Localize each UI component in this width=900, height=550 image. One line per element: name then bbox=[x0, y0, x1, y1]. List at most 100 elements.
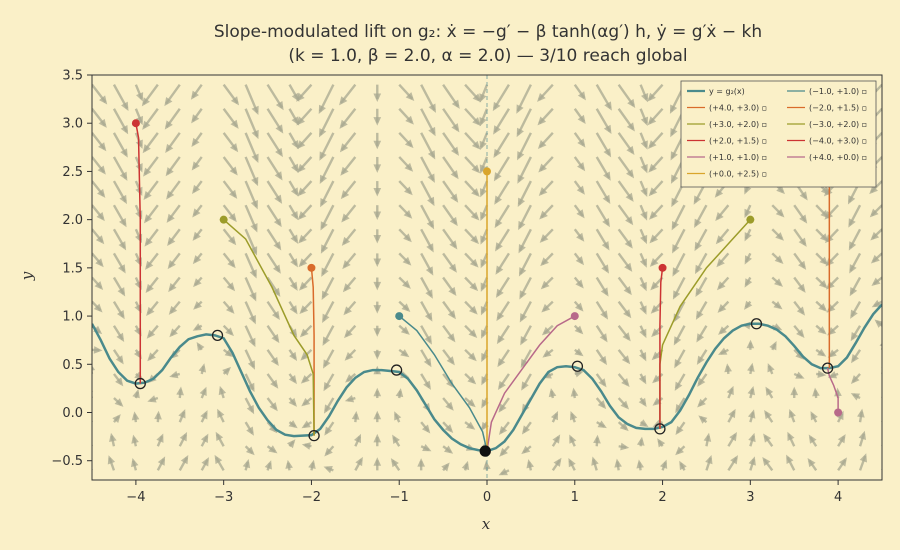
quiver-arrow-head bbox=[290, 210, 299, 221]
quiver-arrow-head bbox=[290, 187, 299, 197]
quiver-arrow-head bbox=[451, 146, 460, 156]
quiver-arrow-head bbox=[275, 100, 284, 111]
y-tick-label: −0.5 bbox=[51, 454, 83, 469]
quiver-arrow-head bbox=[344, 329, 353, 339]
quiver-arrow-head bbox=[575, 302, 584, 312]
quiver-arrow-head bbox=[157, 456, 166, 466]
global-minimum-marker bbox=[479, 445, 491, 457]
quiver-arrow-head bbox=[882, 386, 890, 395]
quiver-arrow-head bbox=[141, 97, 150, 107]
quiver-arrow-head bbox=[695, 287, 703, 298]
quiver-arrow-head bbox=[417, 458, 426, 467]
quiver-arrow-head bbox=[694, 218, 702, 228]
quiver-arrow-head bbox=[541, 303, 551, 313]
quiver-arrow-head bbox=[673, 336, 682, 346]
quiver-arrow-head bbox=[620, 442, 630, 451]
quiver-arrow-head bbox=[748, 432, 756, 443]
quiver-arrow-head bbox=[851, 354, 859, 364]
quiver-arrow-head bbox=[774, 278, 783, 287]
quiver-arrow-head bbox=[264, 460, 272, 470]
quiver-arrow-head bbox=[765, 386, 774, 396]
quiver-arrow-head bbox=[426, 220, 435, 230]
quiver-arrow-head bbox=[225, 327, 234, 337]
quiver-arrow-head bbox=[291, 139, 299, 150]
quiver-arrow-head bbox=[548, 388, 557, 398]
quiver-arrow-head bbox=[273, 241, 282, 251]
quiver-arrow-head bbox=[518, 220, 526, 231]
maximum-marker-3 bbox=[750, 318, 763, 330]
quiver-arrow-head bbox=[574, 348, 584, 357]
quiver-arrow-head bbox=[373, 164, 382, 173]
quiver-arrow-head bbox=[480, 305, 488, 316]
quiver-arrow-head bbox=[496, 334, 505, 345]
quiver-arrow-head bbox=[179, 432, 188, 442]
quiver-arrow-head bbox=[495, 288, 504, 298]
quiver-arrow-head bbox=[774, 255, 784, 264]
quiver-arrow-head bbox=[577, 162, 586, 172]
x-tick-label: 4 bbox=[834, 490, 842, 505]
quiver-arrow-head bbox=[672, 290, 681, 300]
quiver-arrow-head bbox=[227, 259, 236, 269]
quiver-arrow-head bbox=[450, 193, 459, 203]
quiver-arrow-head bbox=[537, 140, 547, 149]
quiver-arrow-head bbox=[191, 184, 201, 195]
quiver-arrow-head bbox=[395, 388, 404, 398]
quiver-arrow-head bbox=[271, 310, 280, 321]
quiver-arrow-head bbox=[176, 386, 184, 396]
y-tick-label: 0.0 bbox=[62, 406, 83, 421]
quiver-arrow-head bbox=[694, 241, 702, 252]
quiver-arrow-head bbox=[405, 115, 414, 125]
quiver-arrow-head bbox=[166, 190, 175, 200]
x-tick-label: −2 bbox=[302, 490, 321, 505]
quiver-arrow-head bbox=[818, 279, 828, 289]
quiver-arrow-head bbox=[115, 377, 124, 387]
quiver-arrow-head bbox=[516, 127, 524, 138]
quiver-arrow-head bbox=[168, 305, 178, 315]
quiver-arrow-head bbox=[117, 287, 126, 297]
quiver-arrow-shaft bbox=[881, 395, 882, 399]
quiver-arrow-head bbox=[776, 185, 785, 195]
quiver-arrow-head bbox=[604, 101, 612, 111]
y-tick-label: 1.0 bbox=[62, 310, 83, 325]
quiver-arrow-head bbox=[624, 262, 633, 272]
quiver-arrow-head bbox=[300, 351, 310, 361]
quiver-arrow-head bbox=[119, 171, 128, 181]
trajectory-start-7 bbox=[219, 215, 228, 224]
quiver-arrow-head bbox=[625, 192, 634, 202]
trajectory-5 bbox=[398, 315, 488, 452]
quiver-arrow-head bbox=[602, 217, 610, 228]
quiver-arrow-head bbox=[638, 397, 647, 408]
quiver-arrow-head bbox=[600, 310, 609, 320]
quiver-arrow-head bbox=[217, 408, 225, 419]
quiver-arrow-head bbox=[769, 341, 777, 351]
quiver-arrow-head bbox=[404, 162, 414, 172]
quiver-arrow-head bbox=[400, 349, 410, 358]
quiver-arrow-head bbox=[300, 375, 310, 384]
quiver-arrow-head bbox=[744, 232, 752, 242]
quiver-arrow-head bbox=[428, 103, 436, 113]
quiver-arrow-head bbox=[167, 260, 176, 270]
quiver-arrow-head bbox=[648, 163, 657, 173]
trajectory-start-8 bbox=[131, 119, 140, 128]
quiver-arrow-head bbox=[200, 410, 208, 420]
quiver-arrow-head bbox=[320, 221, 328, 231]
quiver-arrow-head bbox=[798, 237, 807, 247]
quiver-arrow-head bbox=[373, 281, 382, 291]
quiver-arrow-head bbox=[191, 114, 200, 124]
quiver-arrow-head bbox=[132, 389, 140, 399]
quiver-arrow-head bbox=[492, 101, 501, 112]
quiver-arrow-head bbox=[428, 126, 436, 137]
quiver-arrow-head bbox=[870, 254, 880, 264]
quiver-arrow-head bbox=[471, 164, 481, 174]
quiver-arrow-head bbox=[467, 352, 477, 362]
quiver-arrow-head bbox=[728, 408, 736, 419]
quiver-arrow-head bbox=[879, 342, 882, 347]
quiver-arrow-head bbox=[323, 359, 331, 369]
quiver-arrow-head bbox=[230, 96, 240, 106]
quiver-arrow-head bbox=[480, 235, 488, 245]
quiver-arrow-head bbox=[837, 434, 846, 444]
quiver-arrow-shaft bbox=[880, 371, 882, 374]
quiver-arrow-head bbox=[639, 258, 647, 268]
quiver-arrow-head bbox=[817, 326, 827, 335]
quiver-arrow-head bbox=[93, 346, 103, 354]
